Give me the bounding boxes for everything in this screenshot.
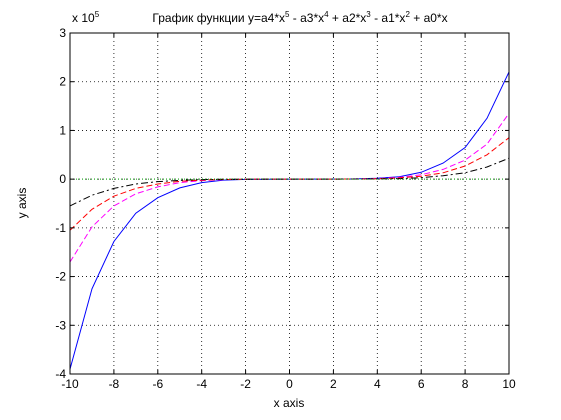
x-tick-label: 8 xyxy=(462,377,469,391)
chart-title-part: График функции y=a4*x xyxy=(152,11,285,25)
series-line-3 xyxy=(69,137,510,231)
y-scale-multiplier: x 105 xyxy=(72,10,100,25)
chart-title-part: 4 xyxy=(324,10,329,19)
x-tick-label: -2 xyxy=(240,377,251,391)
x-tick-label: 0 xyxy=(286,377,293,391)
x-tick-label: 2 xyxy=(330,377,337,391)
chart-title: График функции y=a4*x5 - a3*x4 + a2*x3 -… xyxy=(152,10,447,25)
chart-title-part: + a0*x xyxy=(410,11,448,25)
chart-title-part: - a1*x xyxy=(371,11,406,25)
chart-title-part: 5 xyxy=(285,10,290,19)
plot-area xyxy=(70,33,509,374)
x-tick-label: -6 xyxy=(152,377,163,391)
series-line-4 xyxy=(69,157,510,207)
x-axis-label: x axis xyxy=(274,396,305,410)
y-tick-label: 2 xyxy=(59,75,66,89)
y-scale-exponent: 5 xyxy=(95,10,100,19)
x-tick-label: -8 xyxy=(109,377,120,391)
grid-lines xyxy=(70,33,509,374)
x-tick-label: -4 xyxy=(196,377,207,391)
y-tick-label: 3 xyxy=(59,26,66,40)
y-tick-label: -1 xyxy=(55,221,66,235)
x-tick-label: 4 xyxy=(374,377,381,391)
y-tick-label: -4 xyxy=(55,367,66,381)
y-tick-label: -2 xyxy=(55,270,66,284)
series-layer xyxy=(69,71,510,370)
x-tick-label: 10 xyxy=(502,377,516,391)
y-scale-base: x 10 xyxy=(72,11,95,25)
x-tick-label: 6 xyxy=(418,377,425,391)
y-tick-label: -3 xyxy=(55,318,66,332)
chart-title-part: + a2*x xyxy=(329,11,367,25)
y-tick-label: 0 xyxy=(59,172,66,186)
y-axis-label: y axis xyxy=(15,188,29,219)
chart-title-part: 3 xyxy=(366,10,371,19)
y-tick-label: 1 xyxy=(59,123,66,137)
chart-title-part: - a3*x xyxy=(289,11,324,25)
x-tick-label: -10 xyxy=(61,377,79,391)
chart-title-part: 2 xyxy=(405,10,410,19)
